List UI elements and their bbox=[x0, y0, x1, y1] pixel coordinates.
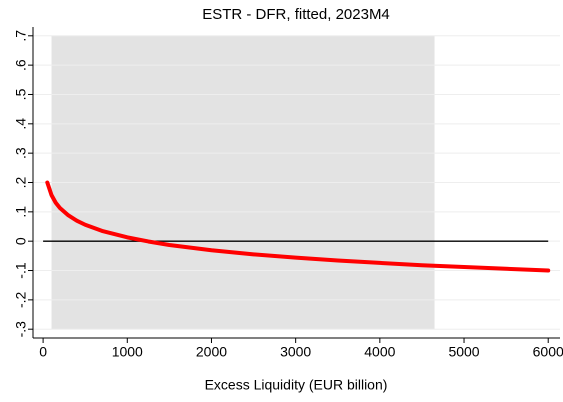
y-tick-label: -.2 bbox=[13, 291, 29, 308]
y-tick-label: .5 bbox=[13, 88, 29, 100]
y-tick-label: .1 bbox=[13, 206, 29, 218]
y-tick-label: .2 bbox=[13, 176, 29, 188]
x-tick-label: 5000 bbox=[448, 344, 479, 360]
x-tick-label: 6000 bbox=[533, 344, 563, 360]
y-tick-label: .7 bbox=[13, 30, 29, 42]
y-tick-label: -.1 bbox=[13, 262, 29, 279]
x-tick-label: 1000 bbox=[112, 344, 143, 360]
y-tick-label: .4 bbox=[13, 118, 29, 130]
x-tick-label: 2000 bbox=[196, 344, 227, 360]
y-tick-label: .3 bbox=[13, 147, 29, 159]
x-tick-label: 4000 bbox=[364, 344, 395, 360]
x-tick-label: 0 bbox=[39, 344, 47, 360]
x-axis-label: Excess Liquidity (EUR billion) bbox=[205, 377, 388, 393]
y-tick-label: -.3 bbox=[13, 321, 29, 338]
line-series bbox=[45, 180, 551, 273]
y-tick-label: .6 bbox=[13, 59, 29, 71]
x-tick-label: 3000 bbox=[280, 344, 311, 360]
chart-title: ESTR - DFR, fitted, 2023M4 bbox=[202, 6, 390, 23]
y-tick-label: 0 bbox=[13, 237, 29, 245]
